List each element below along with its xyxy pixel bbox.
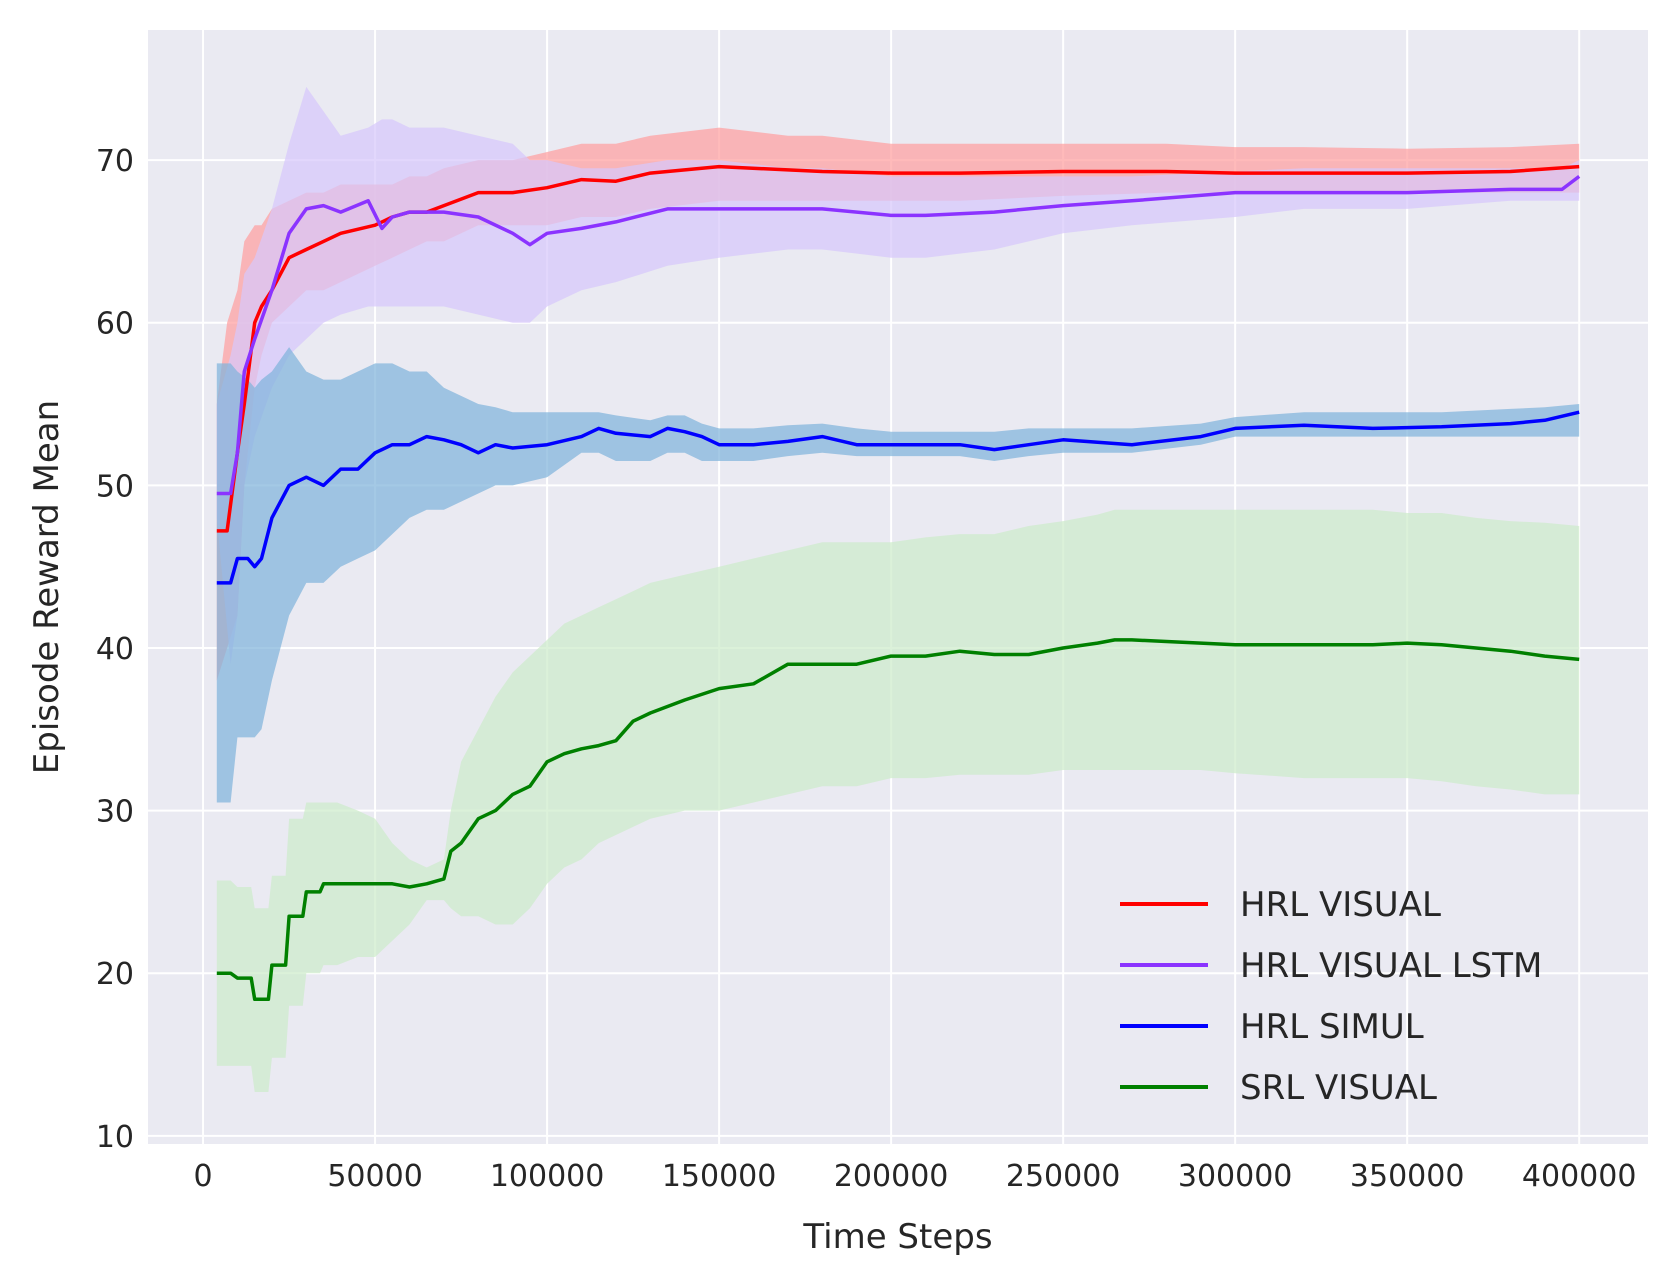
series-lines (216, 164, 1581, 1002)
legend-label: SRL VISUAL (1240, 1068, 1437, 1108)
y-tick-labels: 10 20 30 40 50 60 70 (96, 144, 134, 1155)
x-tick-label: 400000 (1522, 1159, 1637, 1194)
x-axis-label: Time Steps (802, 1217, 992, 1257)
legend-label: HRL VISUAL (1240, 885, 1441, 925)
x-tick-label: 150000 (662, 1159, 777, 1194)
y-tick-label: 70 (96, 144, 134, 179)
y-tick-label: 30 (96, 795, 134, 830)
x-tick-label: 250000 (1006, 1159, 1121, 1194)
series-band (216, 509, 1580, 1092)
y-axis-label: Episode Reward Mean (27, 400, 67, 774)
y-tick-label: 10 (96, 1120, 134, 1155)
y-tick-label: 20 (96, 957, 134, 992)
x-tick-label: 300000 (1178, 1159, 1293, 1194)
series-line (216, 638, 1580, 1002)
series-line (216, 410, 1580, 585)
legend-label: HRL SIMUL (1240, 1007, 1424, 1047)
x-tick-label: 350000 (1350, 1159, 1465, 1194)
x-tick-label: 200000 (834, 1159, 949, 1194)
series-band (216, 347, 1580, 803)
x-tick-label: 50000 (327, 1159, 422, 1194)
x-tick-label: 0 (193, 1159, 212, 1194)
series-line (216, 164, 1580, 533)
legend-label: HRL VISUAL LSTM (1240, 946, 1542, 986)
y-tick-label: 40 (96, 632, 134, 667)
y-tick-label: 60 (96, 307, 134, 342)
x-tick-label: 100000 (490, 1159, 605, 1194)
series-line (216, 175, 1581, 496)
legend: HRL VISUAL HRL VISUAL LSTM HRL SIMUL SRL VI… (1120, 885, 1542, 1108)
y-tick-label: 50 (96, 469, 134, 504)
x-tick-labels: 0 50000 100000 150000 200000 250000 300000 3500… (193, 1159, 1636, 1194)
